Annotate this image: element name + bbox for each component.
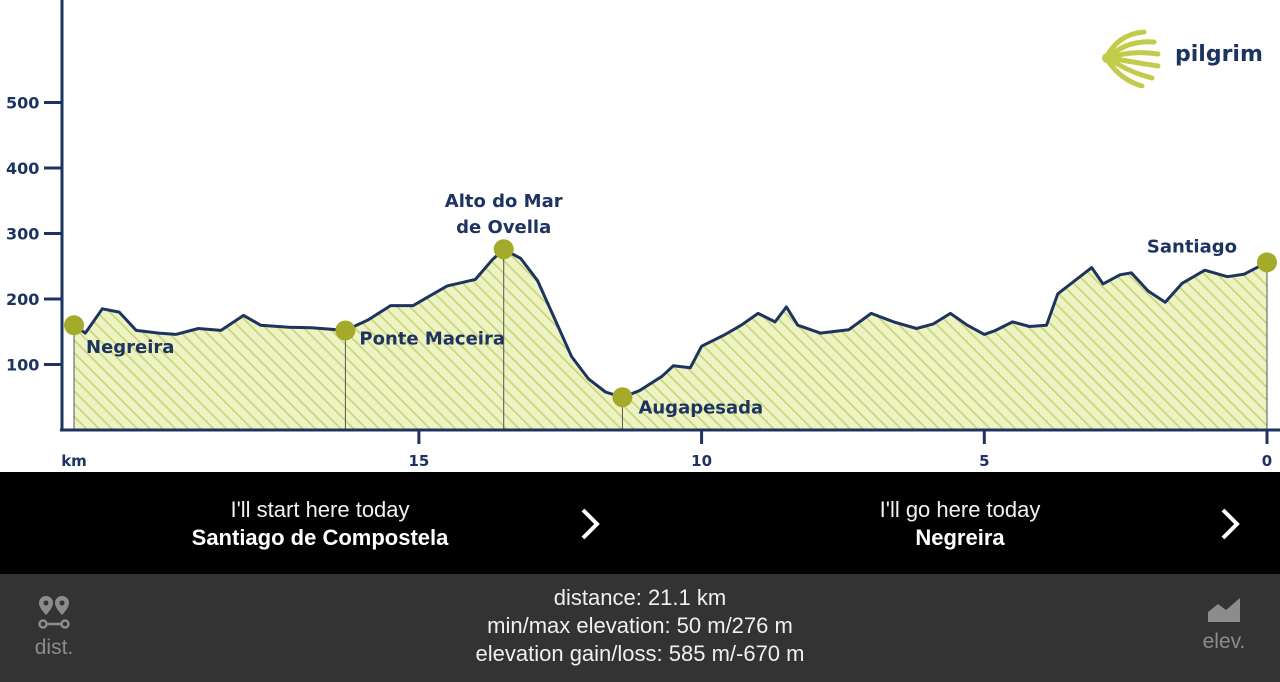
waypoint-label: de Ovella — [456, 217, 551, 238]
elev-label: elev. — [1202, 630, 1246, 653]
brand-name: pilgrim — [1175, 42, 1263, 67]
x-tick-label: 15 — [408, 452, 429, 470]
marker-group: Negreira Ponte Maceira Alto do Mar de Ovell… — [64, 191, 1277, 430]
x-axis-unit-label: km — [61, 452, 87, 470]
elevation-chart-icon — [1207, 595, 1241, 622]
waypoint-marker[interactable] — [493, 239, 514, 260]
waypoint-label: Alto do Mar — [445, 191, 563, 212]
y-tick-label: 400 — [6, 159, 39, 178]
x-tick-label: 10 — [691, 452, 712, 470]
y-tick-label: 200 — [6, 290, 39, 309]
waypoint-label: Negreira — [86, 337, 174, 358]
elevation-view-button[interactable]: elev. — [1184, 594, 1264, 664]
y-tick-label: 100 — [6, 356, 39, 375]
chevron-right-icon[interactable] — [578, 506, 602, 542]
stats-bar: dist. distance: 21.1 km min/max elevatio… — [0, 574, 1280, 682]
y-tick-label: 500 — [6, 94, 39, 113]
pilgrim-logo: pilgrim — [1098, 28, 1263, 88]
elevation-line — [73, 247, 1268, 399]
waypoint-marker[interactable] — [612, 387, 633, 408]
start-location-selector[interactable]: I'll start here today Santiago de Compos… — [0, 472, 640, 574]
x-tick-label: 0 — [1262, 452, 1272, 470]
waypoint-marker[interactable] — [64, 315, 84, 336]
elevation-chart: Negreira Ponte Maceira Alto do Mar de Ovell… — [6, 0, 1280, 470]
route-stats: distance: 21.1 km min/max elevation: 50 … — [0, 584, 1280, 668]
x-tick-label: 5 — [979, 452, 989, 470]
end-place: Negreira — [915, 525, 1005, 550]
chevron-right-icon[interactable] — [1218, 506, 1242, 542]
start-place: Santiago de Compostela — [191, 525, 449, 550]
end-prompt: I'll go here today — [879, 497, 1041, 522]
route-selector-bar: I'll start here today Santiago de Compos… — [0, 472, 1280, 574]
distance-stat: distance: 21.1 km — [553, 585, 727, 610]
distance-view-button[interactable]: dist. — [14, 594, 94, 664]
y-tick-label: 300 — [6, 225, 39, 244]
waypoint-marker[interactable] — [335, 320, 356, 341]
start-prompt: I'll start here today — [230, 497, 410, 522]
elevation-chart-svg: Negreira Ponte Maceira Alto do Mar de Ovell… — [6, 0, 1280, 470]
end-location-selector[interactable]: I'll go here today Negreira — [640, 472, 1280, 574]
waypoint-marker[interactable] — [1257, 252, 1277, 273]
elevation-range-stat: min/max elevation: 50 m/276 m — [487, 613, 793, 638]
dist-label: dist. — [34, 636, 74, 659]
shell-icon — [1102, 29, 1161, 88]
elevation-area — [74, 249, 1267, 430]
waypoint-label: Augapesada — [638, 397, 763, 418]
y-ticks: 100 200 300 400 500 — [6, 94, 62, 375]
x-ticks: 15 10 5 0 — [408, 430, 1272, 470]
waypoint-label: Santiago — [1147, 236, 1237, 257]
waypoint-label: Ponte Maceira — [359, 328, 505, 349]
gain-loss-stat: elevation gain/loss: 585 m/-670 m — [475, 641, 805, 666]
map-pins-icon — [38, 596, 70, 629]
